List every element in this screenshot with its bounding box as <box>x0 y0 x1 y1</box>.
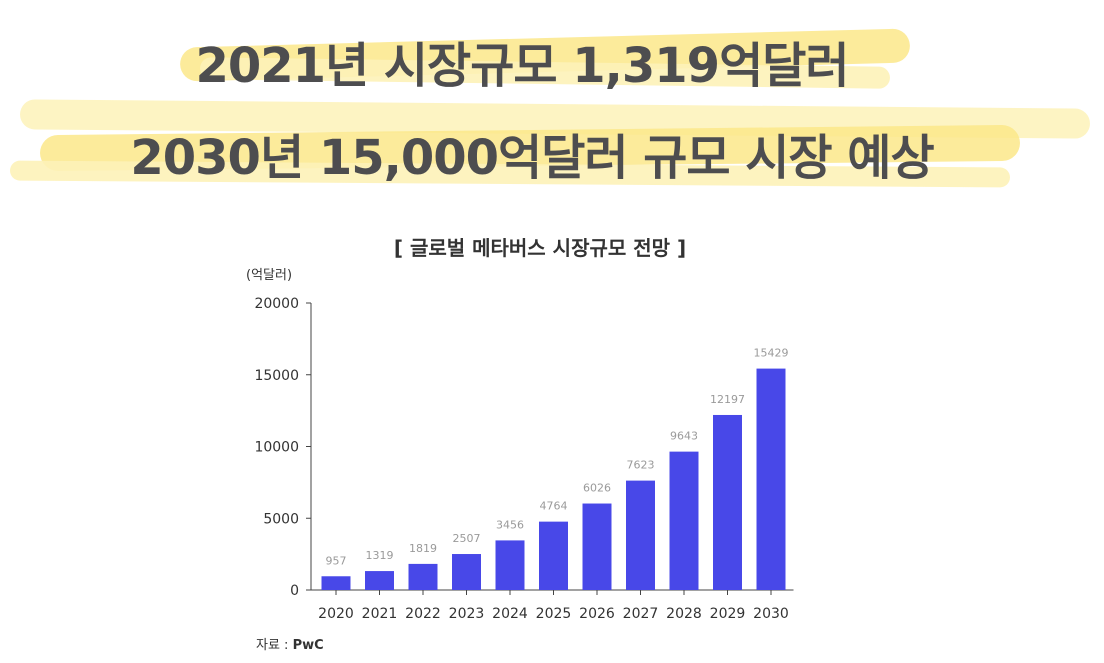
y-tick-label: 0 <box>290 583 299 599</box>
bar <box>539 521 568 590</box>
bar <box>321 576 351 590</box>
bar <box>452 554 481 590</box>
data-label: 4764 <box>540 500 568 513</box>
x-tick-label: 2027 <box>623 606 659 622</box>
headline-line-1: 2021년 시장규모 1,319억달러 <box>195 38 849 94</box>
data-label: 1819 <box>409 542 437 555</box>
y-tick-label: 10000 <box>254 440 299 456</box>
y-tick-label: 20000 <box>254 296 299 312</box>
bar <box>365 571 394 590</box>
x-axis-labels: 2020 2021 2022 2023 2024 2025 2026 2027 2028 2029… <box>318 590 789 622</box>
bars <box>321 368 786 590</box>
bar <box>713 414 742 590</box>
x-tick-label: 2028 <box>666 606 702 622</box>
data-label: 12197 <box>710 393 745 406</box>
headline-line-2: 2030년 15,000억달러 규모 시장 예상 <box>130 130 934 186</box>
x-tick-label: 2023 <box>449 606 485 622</box>
data-label: 7623 <box>627 459 655 472</box>
source-label: 자료 : <box>256 638 293 653</box>
bar <box>408 563 438 590</box>
data-label: 9643 <box>670 430 698 443</box>
x-tick-label: 2024 <box>492 606 528 622</box>
bar <box>495 540 525 590</box>
x-tick-label: 2026 <box>579 606 615 622</box>
chart-title: [ 글로벌 메타버스 시장규모 전망 ] <box>393 236 687 260</box>
data-label: 2507 <box>453 532 481 545</box>
y-tick-label: 5000 <box>263 511 299 527</box>
value-labels: 957 1319 1819 2507 3456 4764 6026 7623 9643 12197… <box>326 347 789 568</box>
y-tick-label: 15000 <box>254 368 299 384</box>
data-label: 1319 <box>366 549 394 562</box>
x-tick-label: 2021 <box>362 606 398 622</box>
data-label: 3456 <box>496 518 524 531</box>
y-axis-unit-label: (억달러) <box>246 268 293 283</box>
headline-area: 2021년 시장규모 1,319억달러 2030년 15,000억달러 규모 시… <box>0 0 1104 200</box>
x-tick-label: 2030 <box>753 606 789 622</box>
bar <box>626 480 655 590</box>
bar <box>669 451 699 590</box>
bar <box>582 503 612 590</box>
data-label: 15429 <box>754 347 789 360</box>
source-value: PwC <box>292 638 324 653</box>
x-tick-label: 2029 <box>710 606 746 622</box>
data-label: 957 <box>326 554 347 567</box>
data-label: 6026 <box>583 482 611 495</box>
source-note: 자료 : PwC <box>256 634 324 653</box>
bar <box>756 368 786 590</box>
x-tick-label: 2022 <box>405 606 441 622</box>
x-tick-label: 2025 <box>536 606 572 622</box>
x-tick-label: 2020 <box>318 606 354 622</box>
